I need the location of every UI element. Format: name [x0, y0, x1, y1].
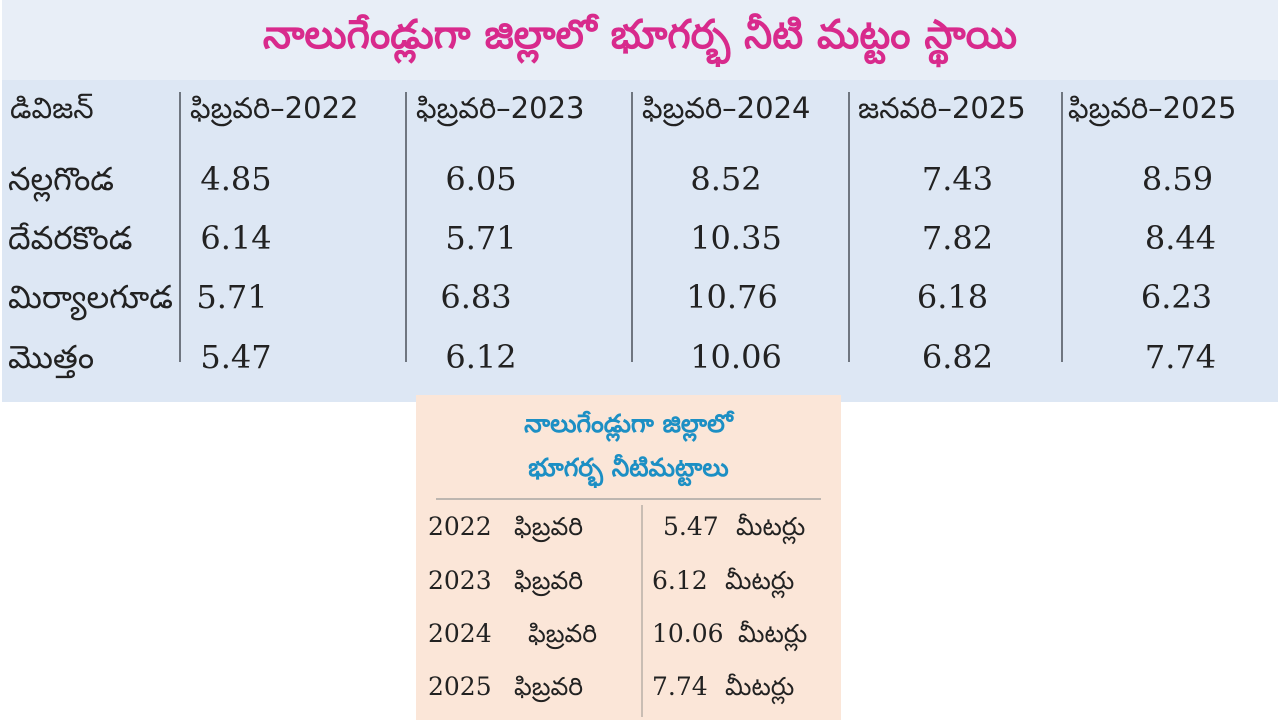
table-cell: 5.47 [200, 338, 272, 376]
table-cell: 7.43 [921, 160, 994, 198]
summary-value: 6.12 [652, 566, 708, 595]
groundwater-table-panel: నాలుగేండ్లుగా జిల్లాలో భూగర్భ నీటి మట్టం… [2, 0, 1278, 402]
header-jan-2025: జనవరి–2025 [858, 91, 1026, 125]
summary-unit: మీటర్లు [736, 512, 806, 541]
table-cell: 7.82 [921, 219, 994, 257]
table-cell: 4.85 [200, 160, 272, 198]
summary-year: 2025 [428, 672, 492, 701]
table-cell: 10.76 [686, 278, 778, 316]
summary-divider [436, 498, 821, 500]
column-divider [405, 92, 407, 362]
table-cell: 5.71 [196, 278, 268, 316]
header-feb-2024: ఫిబ్రవరి–2024 [642, 91, 811, 125]
summary-unit: మీటర్లు [725, 672, 795, 701]
table-cell: 6.23 [1140, 278, 1213, 316]
summary-unit: మీటర్లు [725, 566, 795, 595]
header-feb-2022: ఫిబ్రవరి–2022 [190, 91, 359, 125]
summary-month: ఫిబ్రవరి [514, 566, 584, 595]
summary-year: 2023 [428, 566, 492, 595]
table-title: నాలుగేండ్లుగా జిల్లాలో భూగర్భ నీటి మట్టం… [2, 0, 1278, 80]
summary-value: 10.06 [652, 619, 724, 648]
summary-box: నాలుగేండ్లుగా జిల్లాలో భూగర్భ నీటిమట్టాల… [416, 395, 841, 720]
summary-year: 2022 [428, 512, 492, 541]
table-cell: 6.82 [921, 338, 994, 376]
summary-month: ఫిబ్రవరి [528, 619, 598, 648]
summary-unit: మీటర్లు [738, 619, 808, 648]
table-cell: 7.74 [1144, 338, 1217, 376]
table-cell: 5.71 [445, 219, 517, 257]
summary-title-line1: నాలుగేండ్లుగా జిల్లాలో [524, 409, 733, 438]
row-division-total: మొత్తం [8, 338, 95, 376]
header-feb-2023: ఫిబ్రవరి–2023 [416, 91, 585, 125]
summary-value: 5.47 [663, 512, 719, 541]
header-division: డివిజన్ [10, 91, 94, 125]
row-division-devarakonda: దేవరకొండ [8, 219, 133, 257]
column-divider [848, 92, 850, 362]
table-cell: 8.44 [1144, 219, 1217, 257]
table-cell: 6.14 [200, 219, 272, 257]
summary-column-divider [641, 505, 643, 717]
column-divider [1061, 92, 1063, 362]
table-cell: 10.35 [690, 219, 782, 257]
table-cell: 10.06 [690, 338, 782, 376]
table-cell: 6.12 [445, 338, 517, 376]
table-cell: 6.05 [445, 160, 517, 198]
table-cell: 8.59 [1141, 160, 1214, 198]
table-cell: 6.18 [916, 278, 989, 316]
summary-month: ఫిబ్రవరి [514, 512, 584, 541]
table-cell: 8.52 [690, 160, 762, 198]
summary-value: 7.74 [652, 672, 708, 701]
row-division-nalgonda: నల్లగొండ [8, 160, 114, 198]
column-divider [179, 92, 181, 362]
summary-month: ఫిబ్రవరి [514, 672, 584, 701]
row-division-miryalaguda: మిర్యాలగూడ [8, 278, 173, 316]
column-divider [631, 92, 633, 362]
summary-title-line2: భూగర్భ నీటిమట్టాలు [528, 453, 729, 482]
summary-year: 2024 [428, 619, 492, 648]
table-cell: 6.83 [440, 278, 512, 316]
header-feb-2025: ఫిబ్రవరి–2025 [1068, 91, 1237, 125]
